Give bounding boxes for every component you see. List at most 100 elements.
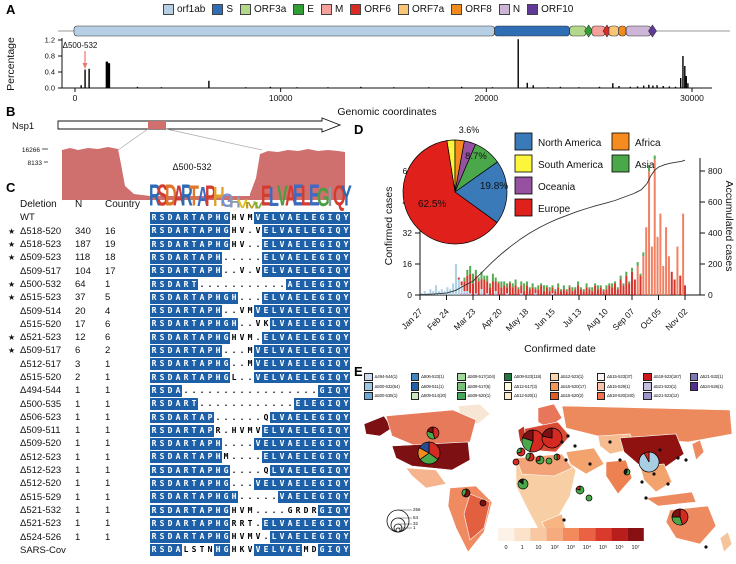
seq-char: L [270, 371, 278, 384]
seq-char: Q [334, 517, 342, 530]
y-tick-label: 0.8 [45, 52, 55, 61]
spike [208, 80, 210, 88]
seq-char: . [254, 464, 262, 477]
seq-char: . [262, 384, 270, 397]
seq-char: . [230, 438, 238, 450]
variant-swatch [596, 372, 605, 382]
seq-char: P [206, 424, 214, 437]
stacked-bar-segment [628, 281, 631, 284]
stacked-bar-segment [491, 273, 494, 282]
panel-b-coverage-diagram: Nsp1 16266 8133 Δ500-532 [12, 117, 345, 200]
deletion-gap-label: Δ500-532 [172, 162, 211, 172]
seq-char: A [174, 398, 182, 410]
seq-char: A [198, 251, 206, 264]
seq-char: A [198, 438, 206, 450]
stacked-bar-segment [517, 287, 520, 290]
seq-char: Y [342, 504, 350, 517]
significance-star: ★ [8, 226, 16, 236]
seq-char: . [246, 477, 254, 490]
seq-char: V [278, 251, 286, 264]
seq-char: A [198, 491, 206, 504]
seq-char: G [222, 477, 230, 490]
variant-swatch [364, 382, 373, 391]
seq-char: . [222, 398, 230, 410]
seq-char: D [310, 544, 318, 557]
seq-char: V [278, 531, 286, 543]
seq-char: S [158, 212, 166, 224]
map-legend-column: Δ506-523(1) Δ509-511(1) Δ509-514(20) [410, 372, 458, 401]
colorbar-label: 10⁷ [632, 544, 640, 551]
logo-letter: Q [333, 178, 346, 213]
variant-label: Δ518-520(340) [607, 393, 635, 399]
seq-char: Y [342, 318, 350, 331]
size-legend-label: 256 [413, 507, 421, 512]
stacked-bar-segment [494, 277, 497, 282]
seq-char: G [222, 544, 230, 557]
alignment-row: Δ524-526 1 1 R S D A R T A P H G H V M V. L V A E L E G I Q Y [8, 530, 350, 543]
seq-char: . [206, 278, 214, 291]
genome-orf-legend: orf1ab S ORF3a E M ORF6 ORF7a ORF8 N ORF10 [163, 4, 573, 15]
y-axis-title: Percentage [5, 37, 17, 91]
seq-char: A [174, 251, 182, 264]
seq-char: . [230, 345, 238, 357]
seq-char: S [158, 491, 166, 504]
stacked-bar-segment [545, 287, 548, 295]
colorbar-swatch [611, 528, 628, 541]
country-count: 1 [105, 438, 111, 450]
seq-char: T [190, 517, 198, 530]
seq-char: T [190, 531, 198, 543]
map-legend-item: Δ521-532(1) [689, 372, 736, 382]
seq-char: G [318, 451, 326, 464]
significance-star: ★ [8, 333, 16, 343]
logo-letter: V [253, 198, 264, 211]
seq-char: E [294, 544, 302, 557]
stacked-bar-segment [642, 252, 645, 257]
seq-char: L [302, 531, 310, 543]
seq-char: H [214, 464, 222, 477]
seq-char: E [310, 251, 318, 264]
seq-char: I [326, 451, 334, 464]
seq-char: A [174, 477, 182, 490]
seq-char: R [150, 517, 158, 530]
seq-char: K [262, 318, 270, 331]
map-pie [479, 499, 487, 507]
seq-char: E [310, 371, 318, 384]
colorbar-label: 10² [551, 545, 559, 551]
sample-count: 2 [75, 372, 81, 383]
seq-char: L [302, 265, 310, 278]
logo-letter: R [149, 177, 161, 213]
seq-char: A [286, 451, 294, 464]
seq-char: V [238, 265, 246, 278]
logo-letter: A [285, 178, 297, 213]
seq-char: Y [342, 424, 350, 437]
seq-char: . [246, 251, 254, 264]
stacked-bar-segment [525, 281, 528, 286]
seq-char: H [230, 212, 238, 224]
seq-char: P [206, 438, 214, 450]
map-pie-slice [575, 485, 581, 491]
stacked-bar-segment [497, 283, 500, 295]
seq-char: E [262, 238, 270, 251]
pie-slice-Europe [402, 140, 498, 245]
orf-legend-label: orf1ab [177, 4, 206, 15]
seq-char: A [198, 411, 206, 424]
seq-char: R [150, 331, 158, 344]
seq-char: M [246, 504, 254, 517]
seq-char: L [270, 411, 278, 424]
colorbar-swatch [546, 528, 563, 541]
sample-count: 1 [75, 518, 81, 530]
stacked-bar-segment [491, 281, 494, 295]
alignment-row: WT R S D A R T A P H G H V M V E L V A E L E G I Q Y [8, 211, 350, 224]
spike [612, 83, 614, 88]
seq-char: D [166, 451, 174, 464]
seq-char: . [222, 305, 230, 317]
seq-char: A [286, 212, 294, 224]
seq-char: Q [334, 251, 342, 264]
date-tick-label: Jun 15 [532, 306, 557, 331]
genome-segment-ORF10 [648, 24, 657, 38]
map-pie [545, 457, 553, 465]
seq-char: . [238, 291, 246, 304]
map-dot [704, 545, 708, 549]
seq-char: . [254, 384, 262, 397]
